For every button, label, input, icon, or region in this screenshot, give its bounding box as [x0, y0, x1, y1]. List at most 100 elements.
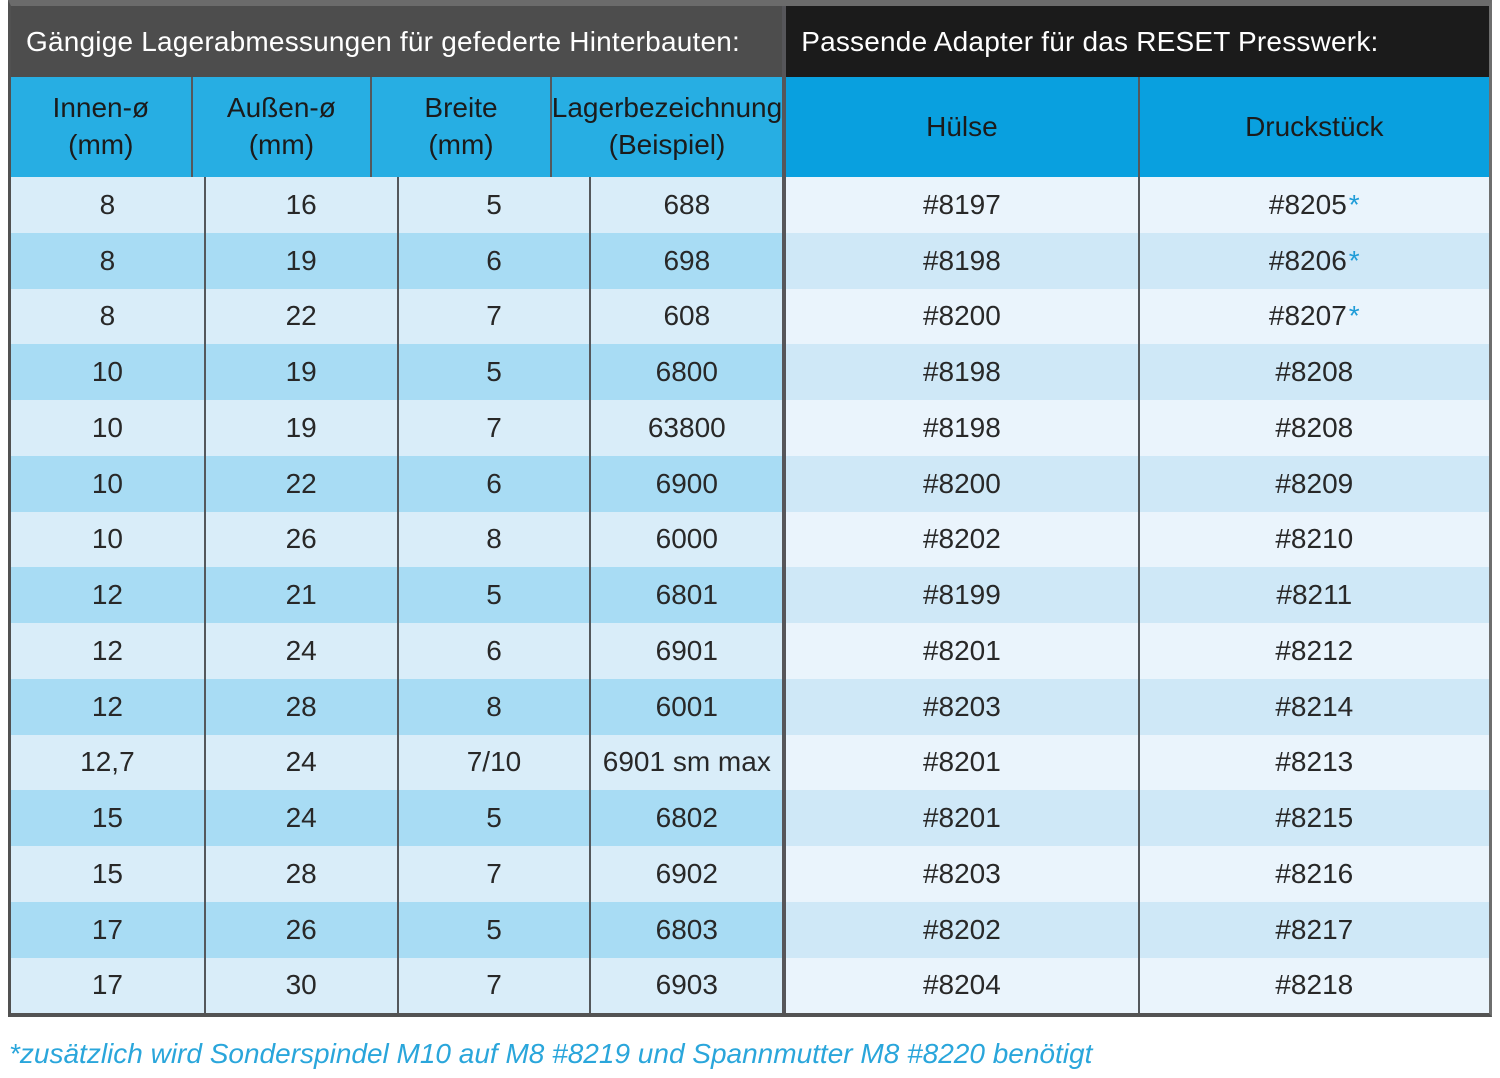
table-row: #8202 #8210: [786, 511, 1489, 568]
cell-huelse: #8198: [922, 244, 1001, 276]
table-row: #8201 #8212: [786, 623, 1489, 679]
cell-druckstueck: #8211: [1137, 567, 1489, 623]
cell-innen-durchmesser: 10: [91, 356, 123, 388]
column-header-line1: Lagerbezeichnung: [551, 92, 783, 124]
cell-breite: 5: [396, 344, 590, 400]
table-row: 8 16 5 688: [11, 177, 783, 233]
left-table-body: 8 16 5 688 8 19 6 698 8 22 7 608 10 19 5 6800 10 19 7 63800…: [11, 177, 783, 1014]
cell-huelse: #8200: [922, 467, 1001, 499]
cell-huelse: #8199: [922, 579, 1001, 611]
table-row: 15 28 7 6902: [11, 846, 783, 902]
cell-huelse: #8200: [922, 300, 1001, 332]
cell-breite: 6: [396, 455, 590, 512]
left-table-header-row: Innen-ø (mm) Außen-ø (mm) Breite (mm) La…: [11, 77, 783, 177]
cell-innen-durchmesser: 8: [99, 244, 116, 276]
table-row: 10 22 6 6900: [11, 455, 783, 512]
column-header-line1: Außen-ø: [226, 92, 336, 124]
cell-innen-durchmesser: 15: [91, 857, 123, 889]
cell-druckstueck: #8216: [1137, 846, 1489, 902]
cell-aussen-durchmesser: 19: [203, 232, 397, 289]
column-header-line2: (mm): [248, 129, 315, 160]
cell-druckstueck: #8217: [1137, 901, 1489, 958]
cell-lagerbezeichnung: 63800: [589, 400, 782, 456]
cell-druckstueck: #8207 *: [1137, 288, 1489, 345]
right-table-title: Passende Adapter für das RESET Presswerk…: [786, 6, 1489, 77]
cell-druckstueck: #8215: [1137, 790, 1489, 846]
column-header-huelse: Hülse: [786, 77, 1137, 177]
cell-lagerbezeichnung: 688: [589, 177, 782, 233]
cell-innen-durchmesser: 12: [91, 579, 123, 611]
table-row: 17 30 7 6903: [11, 957, 783, 1014]
table-row: 15 24 5 6802: [11, 790, 783, 846]
column-header-line1: Hülse: [926, 110, 998, 142]
table-row: 10 26 8 6000: [11, 511, 783, 568]
table-row: #8200 #8207 *: [786, 288, 1489, 345]
cell-lagerbezeichnung: 6000: [589, 511, 782, 568]
cell-breite: 5: [396, 790, 590, 846]
cell-breite: 7: [396, 957, 590, 1014]
cell-druckstueck: #8213: [1137, 734, 1489, 791]
cell-druckstueck: #8208: [1137, 344, 1489, 400]
column-header-druckstueck: Druckstück: [1137, 77, 1489, 177]
cell-lagerbezeichnung: 6900: [589, 455, 782, 512]
left-table-bearing-dimensions: Gängige Lagerabmessungen für gefederte H…: [11, 6, 787, 1014]
cell-huelse: #8197: [922, 188, 1001, 220]
cell-huelse: #8203: [922, 857, 1001, 889]
table-row: 12 21 5 6801: [11, 567, 783, 623]
cell-innen-durchmesser: 17: [91, 913, 123, 945]
column-header-line1: Druckstück: [1245, 110, 1384, 142]
cell-druckstueck: #8205 *: [1137, 177, 1489, 233]
cell-lagerbezeichnung: 6001: [589, 678, 782, 735]
cell-druckstueck: #8218: [1137, 957, 1489, 1014]
cell-breite: 6: [396, 232, 590, 289]
right-table-reset-adapters: Passende Adapter für das RESET Presswerk…: [786, 6, 1489, 1014]
cell-breite: 7/10: [396, 734, 590, 791]
cell-innen-durchmesser: 12: [91, 690, 123, 722]
cell-druckstueck: #8214: [1137, 678, 1489, 735]
cell-aussen-durchmesser: 26: [203, 511, 397, 568]
cell-huelse: #8201: [922, 746, 1001, 778]
table-row: #8198 #8208: [786, 400, 1489, 456]
cell-huelse: #8201: [922, 634, 1001, 666]
table-row: #8202 #8217: [786, 901, 1489, 958]
column-header-line1: Innen-ø: [52, 92, 150, 124]
cell-lagerbezeichnung: 6901: [589, 623, 782, 679]
cell-aussen-durchmesser: 24: [203, 790, 397, 846]
table-row: 12,7 24 7/10 6901 sm max: [11, 734, 783, 791]
table-row: 10 19 7 63800: [11, 400, 783, 456]
table-row: #8200 #8209: [786, 455, 1489, 512]
cell-lagerbezeichnung: 6901 sm max: [589, 734, 782, 791]
cell-innen-durchmesser: 17: [91, 969, 123, 1001]
cell-breite: 5: [396, 901, 590, 958]
column-header-line2: (mm): [68, 129, 134, 160]
cell-aussen-durchmesser: 19: [203, 400, 397, 456]
cell-breite: 7: [396, 846, 590, 902]
column-header-line2: (Beispiel): [608, 129, 726, 160]
cell-lagerbezeichnung: 6903: [589, 957, 782, 1014]
table-row: #8199 #8211: [786, 567, 1489, 623]
column-header-innen-durchmesser: Innen-ø (mm): [11, 77, 191, 177]
cell-breite: 5: [396, 567, 590, 623]
cell-aussen-durchmesser: 28: [203, 678, 397, 735]
table-row: 12 24 6 6901: [11, 623, 783, 679]
table-row: #8201 #8215: [786, 790, 1489, 846]
table-row: #8204 #8218: [786, 957, 1489, 1014]
column-header-line1: Breite: [424, 92, 498, 124]
footnote-asterisk: *: [1348, 300, 1360, 332]
table-row: #8197 #8205 *: [786, 177, 1489, 233]
cell-aussen-durchmesser: 22: [203, 288, 397, 345]
cell-breite: 7: [396, 400, 590, 456]
table-row: #8198 #8206 *: [786, 232, 1489, 289]
cell-innen-durchmesser: 8: [99, 300, 116, 332]
column-header-aussen-durchmesser: Außen-ø (mm): [190, 77, 371, 177]
table-row: #8198 #8208: [786, 344, 1489, 400]
cell-aussen-durchmesser: 30: [203, 957, 397, 1014]
footnote-asterisk: *: [1348, 244, 1360, 276]
cell-innen-durchmesser: 15: [91, 802, 123, 834]
cell-aussen-durchmesser: 26: [203, 901, 397, 958]
cell-druckstueck: #8208: [1137, 400, 1489, 456]
cell-lagerbezeichnung: 608: [589, 288, 782, 345]
cell-huelse: #8198: [922, 356, 1001, 388]
bearing-adapter-table: Gängige Lagerabmessungen für gefederte H…: [8, 0, 1492, 1018]
table-row: 10 19 5 6800: [11, 344, 783, 400]
